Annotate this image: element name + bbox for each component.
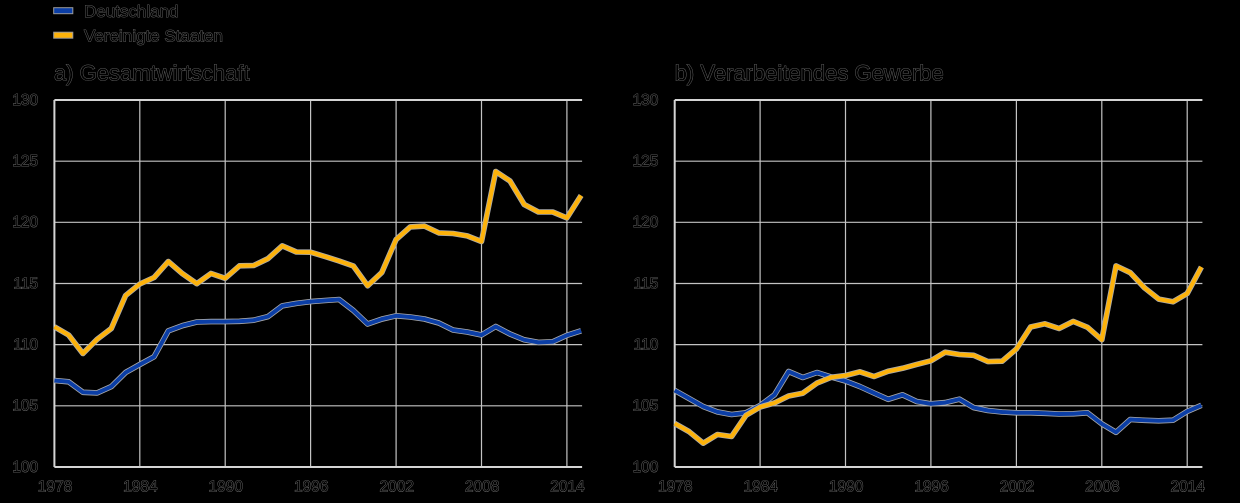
svg-text:120: 120 [12, 214, 38, 231]
svg-text:130: 130 [12, 92, 38, 109]
svg-text:1990: 1990 [209, 479, 244, 496]
svg-text:1996: 1996 [914, 479, 948, 496]
svg-text:120: 120 [633, 214, 659, 231]
svg-text:115: 115 [13, 275, 38, 292]
svg-text:125: 125 [12, 153, 38, 170]
svg-text:1996: 1996 [294, 479, 328, 496]
svg-text:100: 100 [633, 459, 659, 476]
svg-text:Vereinigte Staaten: Vereinigte Staaten [84, 26, 223, 45]
svg-text:1978: 1978 [658, 479, 692, 496]
svg-text:Deutschland: Deutschland [84, 2, 179, 21]
svg-text:105: 105 [12, 398, 38, 415]
svg-text:130: 130 [633, 92, 659, 109]
svg-text:100: 100 [12, 459, 38, 476]
svg-text:115: 115 [634, 275, 659, 292]
svg-text:1978: 1978 [38, 479, 72, 496]
svg-text:125: 125 [633, 153, 659, 170]
svg-text:b) Verarbeitendes Gewerbe: b) Verarbeitendes Gewerbe [675, 60, 944, 85]
svg-text:110: 110 [634, 336, 659, 353]
svg-text:110: 110 [13, 336, 38, 353]
svg-text:105: 105 [633, 398, 659, 415]
svg-text:1990: 1990 [829, 479, 864, 496]
svg-text:2008: 2008 [1085, 479, 1119, 496]
svg-text:2014: 2014 [1171, 479, 1206, 496]
svg-text:1984: 1984 [123, 479, 158, 496]
svg-text:2002: 2002 [1000, 479, 1034, 496]
svg-text:2008: 2008 [465, 479, 499, 496]
svg-text:2014: 2014 [550, 479, 585, 496]
svg-text:2002: 2002 [379, 479, 413, 496]
svg-text:1984: 1984 [743, 479, 778, 496]
svg-text:a) Gesamtwirtschaft: a) Gesamtwirtschaft [54, 60, 250, 85]
